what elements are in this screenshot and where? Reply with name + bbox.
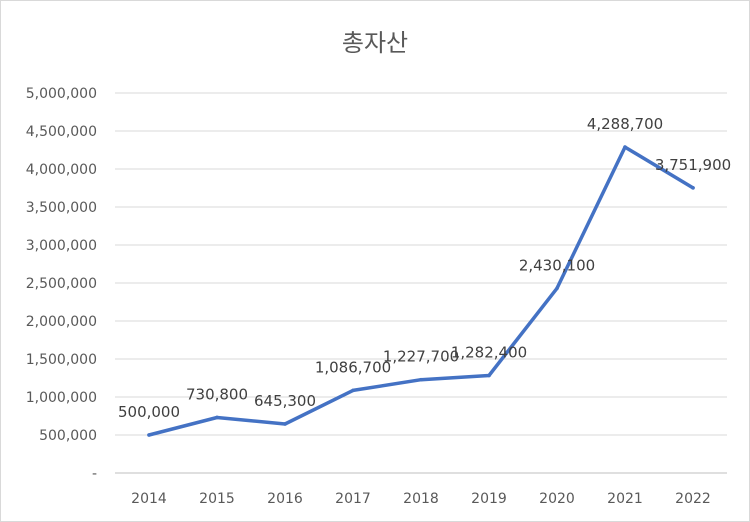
chart-title: 총자산 — [341, 29, 409, 57]
y-tick-label: 3,500,000 — [26, 200, 97, 216]
y-tick-label: - — [92, 466, 97, 482]
x-tick-label: 2020 — [539, 491, 575, 507]
data-point — [623, 145, 627, 149]
data-point — [419, 377, 423, 382]
x-tick-label: 2015 — [199, 491, 235, 507]
data-point — [147, 433, 151, 437]
data-label: 3,751,900 — [655, 156, 731, 174]
data-label: 1,282,400 — [451, 344, 527, 362]
data-point — [691, 186, 695, 190]
x-tick-label: 2014 — [131, 491, 167, 507]
y-tick-label: 2,000,000 — [26, 314, 97, 330]
data-point — [351, 388, 355, 393]
y-tick-label: 2,500,000 — [26, 276, 97, 292]
data-label: 645,300 — [254, 392, 316, 410]
data-label: 1,227,700 — [383, 348, 459, 366]
data-point — [283, 422, 287, 426]
data-label: 2,430,100 — [519, 256, 595, 274]
x-tick-label: 2022 — [675, 491, 711, 507]
data-label: 500,000 — [118, 403, 180, 421]
data-point — [487, 373, 491, 378]
data-label: 4,288,700 — [587, 115, 663, 133]
x-tick-label: 2019 — [471, 491, 507, 507]
y-tick-label: 1,500,000 — [26, 352, 97, 368]
y-tick-label: 1,000,000 — [26, 390, 97, 406]
x-tick-label: 2017 — [335, 491, 371, 507]
x-tick-label: 2018 — [403, 491, 439, 507]
x-tick-label: 2021 — [607, 491, 643, 507]
x-tick-label: 2016 — [267, 491, 303, 507]
data-label: 1,086,700 — [315, 358, 391, 376]
data-label: 730,800 — [186, 385, 248, 403]
y-tick-label: 500,000 — [39, 428, 97, 444]
y-tick-label: 3,000,000 — [26, 238, 97, 254]
y-tick-label: 4,500,000 — [26, 124, 97, 140]
data-point — [215, 415, 219, 420]
data-point — [555, 286, 559, 291]
y-tick-label: 5,000,000 — [26, 86, 97, 102]
y-tick-label: 4,000,000 — [26, 162, 97, 178]
